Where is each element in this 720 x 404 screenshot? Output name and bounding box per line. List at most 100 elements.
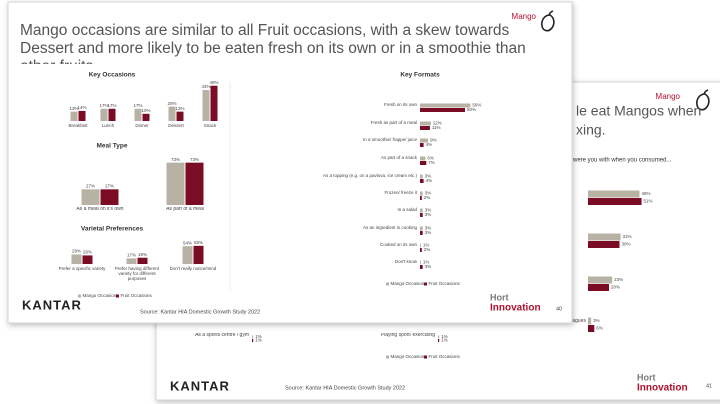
value-label: 17% <box>107 103 116 108</box>
legend-swatch <box>424 282 427 286</box>
category-label-box: As an ingredient in cooking <box>362 225 417 230</box>
value-label: 3% <box>425 208 432 213</box>
category-label-box: Cooked on its own <box>380 242 417 247</box>
category-label: As part of a snack <box>380 155 417 160</box>
kantar-logo: KANTAR <box>170 378 230 393</box>
legend-swatch <box>78 294 81 298</box>
category-label: As a meal on it's own <box>76 207 124 212</box>
value-label: 20% <box>611 285 620 290</box>
category-label-box: As a sports centre / gym <box>195 333 249 338</box>
bar <box>438 335 440 339</box>
value-label: 73% <box>171 157 180 162</box>
legend-swatch <box>424 355 427 359</box>
value-label: 1% <box>255 334 262 339</box>
category-label-box: Prefer having different variety for diff… <box>114 266 160 282</box>
category-label-box: As part of a snack <box>380 155 417 160</box>
chart-title: Meal Type <box>97 143 128 150</box>
bar <box>420 208 423 213</box>
value-label: 73% <box>190 157 199 162</box>
value-label: 19% <box>138 252 147 257</box>
subtitle-fragment: were you with when you consumed... <box>572 158 672 164</box>
source: Source: Kantar HIA Domestic Growth Study… <box>285 385 405 391</box>
back-charts: 49%51%31%30%23%20%3%6%Friends & Colleagu… <box>195 190 653 359</box>
bar <box>588 317 592 325</box>
category-label-box: As a topping (e.g. on a pavlova, ice cre… <box>323 173 417 178</box>
legend-label: Fruit Occasions <box>429 354 461 359</box>
value-label: 4% <box>426 178 433 183</box>
title-box: Mango occasions are similar to all Fruit… <box>20 22 526 64</box>
value-label: 31% <box>623 234 632 239</box>
value-label: 13% <box>69 106 78 111</box>
category-label-box: Breakfast <box>68 123 87 128</box>
bar <box>588 284 609 291</box>
value-label: 17% <box>127 253 136 258</box>
category-label-box: Don't really notice/mind <box>170 266 217 271</box>
category-label-box: As part of a meal <box>166 207 204 212</box>
bar <box>420 260 421 265</box>
value-label: 9% <box>430 138 437 143</box>
bar <box>134 108 142 121</box>
value-label: 49% <box>641 191 650 196</box>
category-label-box: In a smoothie/ frappe/ juice <box>362 137 417 142</box>
category-label: In a smoothie/ frappe/ juice <box>362 137 417 142</box>
chart-title: Key Occasions <box>89 72 136 79</box>
category-label-box: Dinner <box>135 123 148 128</box>
category-label: Frozen/ freeze it <box>384 190 417 195</box>
category-label: Prefer having different variety for diff… <box>114 266 160 282</box>
category-label: In a salad <box>397 207 417 212</box>
bar <box>588 233 621 241</box>
bar <box>210 85 218 121</box>
bar <box>420 179 424 183</box>
value-label: 20% <box>167 101 176 106</box>
value-label: 26% <box>83 250 92 255</box>
value-label: 3% <box>593 318 600 323</box>
category-label-box: Prefer a specific variety <box>58 266 106 271</box>
page-number: 41 <box>706 383 712 389</box>
bar <box>588 190 640 198</box>
mango-icon <box>541 10 555 32</box>
value-label: 1% <box>441 338 448 343</box>
legend-label: Mango Occasions <box>391 354 428 359</box>
bar <box>588 276 613 284</box>
value-label: 17% <box>99 103 108 108</box>
bar <box>420 191 423 196</box>
value-label: 6% <box>596 326 603 331</box>
partner-logo: Hort <box>490 292 509 302</box>
bar <box>100 189 119 205</box>
value-label: 3% <box>425 212 432 217</box>
bar <box>137 257 148 264</box>
bar <box>166 162 185 205</box>
bar <box>81 189 100 205</box>
value-label: 30% <box>622 242 631 247</box>
bar <box>588 198 642 205</box>
value-label: 6% <box>427 156 434 161</box>
value-label: 1% <box>441 334 448 339</box>
value-label: 14% <box>77 105 86 110</box>
value-label: 3% <box>425 230 432 235</box>
kantar-logo: KANTAR <box>22 297 82 312</box>
legend-label: Mango Occasions <box>391 281 428 286</box>
value-label: 27% <box>105 184 114 189</box>
bar <box>70 111 78 121</box>
category-label: Prefer a specific variety <box>58 266 106 271</box>
value-label: 51% <box>644 199 653 204</box>
brand-label: Mango <box>656 92 681 101</box>
legend-swatch <box>386 282 389 286</box>
front-slide-frame <box>7 1 573 324</box>
bar <box>193 245 204 264</box>
slide-title: Mango occasions are similar to all Fruit… <box>20 22 526 64</box>
value-label: 23% <box>614 277 623 282</box>
category-label: As an ingredient in cooking <box>362 225 417 230</box>
partner-logo: Innovation <box>637 383 688 394</box>
bar <box>420 196 422 200</box>
bar <box>100 108 108 121</box>
bar <box>588 241 620 248</box>
legend-label: Fruit Occasions <box>121 293 153 298</box>
bar <box>420 231 423 235</box>
value-label: 50% <box>467 107 476 112</box>
mango-icon <box>696 89 710 111</box>
value-label: 12% <box>433 121 442 126</box>
bar <box>126 258 137 264</box>
bar <box>182 246 193 264</box>
